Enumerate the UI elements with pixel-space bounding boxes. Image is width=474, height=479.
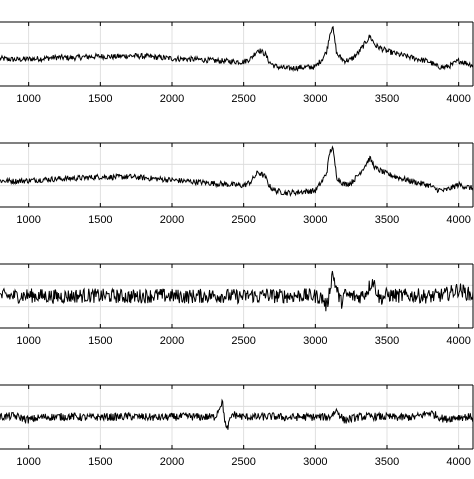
x-tick-label: 3500 [375, 335, 399, 347]
x-tick-label: 2000 [160, 456, 184, 468]
x-tick-label: 2500 [231, 335, 255, 347]
x-tick-label: 1500 [88, 456, 112, 468]
x-tick-label: 3500 [375, 456, 399, 468]
x-tick-label: 1000 [16, 335, 40, 347]
panel-2: 1000 1500 2000 2500 3000 3500 4000 [0, 142, 474, 226]
x-tick-label: 3000 [303, 335, 327, 347]
x-tick-label: 4000 [446, 214, 470, 226]
x-tick-label: 2000 [160, 335, 184, 347]
x-tick-label: 3000 [303, 93, 327, 105]
x-tick-label: 2000 [160, 214, 184, 226]
x-tick-label: 4000 [446, 456, 470, 468]
panel-4: 1000 1500 2000 2500 3000 3500 4000 [0, 384, 474, 468]
x-tick-label: 1500 [88, 93, 112, 105]
series-line [0, 398, 474, 430]
series-line [0, 145, 474, 197]
x-tick-label: 2500 [231, 214, 255, 226]
panel-1: 1000 1500 2000 2500 3000 3500 4000 [0, 21, 474, 105]
x-tick-label: 3500 [375, 214, 399, 226]
series-line [0, 270, 474, 312]
x-tick-label: 3000 [303, 456, 327, 468]
x-tick-label: 1000 [16, 456, 40, 468]
x-tick-label: 2500 [231, 93, 255, 105]
x-tick-label: 3500 [375, 93, 399, 105]
x-tick-label: 1000 [16, 214, 40, 226]
series-line [0, 25, 474, 73]
x-tick-label: 2000 [160, 93, 184, 105]
x-tick-label: 1000 [16, 93, 40, 105]
x-tick-label: 4000 [446, 93, 470, 105]
x-tick-label: 2500 [231, 456, 255, 468]
x-tick-label: 1500 [88, 214, 112, 226]
panel-3: 1000 1500 2000 2500 3000 3500 4000 [0, 263, 474, 347]
x-tick-label: 3000 [303, 214, 327, 226]
x-tick-label: 4000 [446, 335, 470, 347]
x-tick-label: 1500 [88, 335, 112, 347]
